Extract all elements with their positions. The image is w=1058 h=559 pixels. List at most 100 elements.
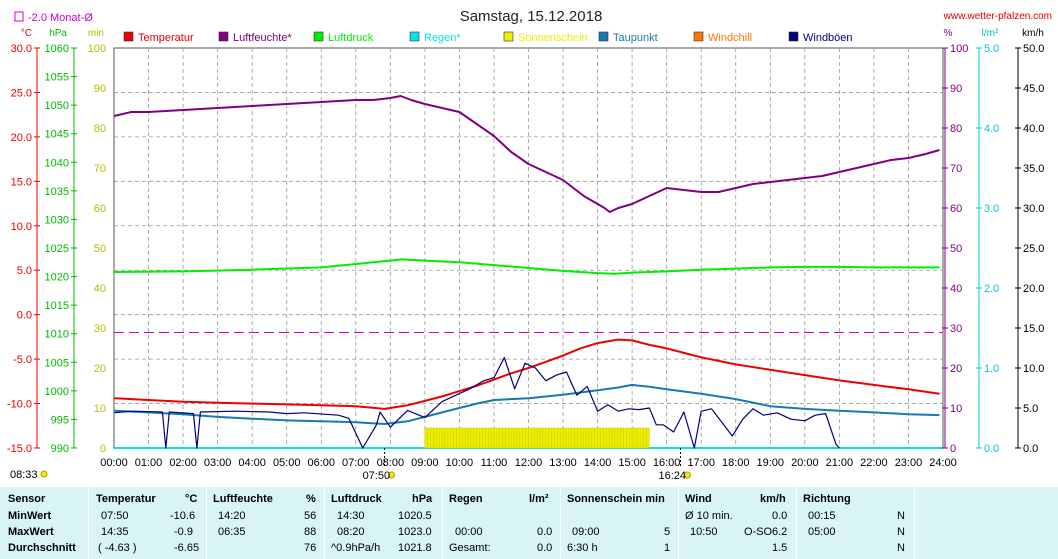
sunshine-bar — [473, 427, 477, 449]
sunshine-bar — [559, 427, 564, 449]
sunshine-bar — [562, 427, 567, 449]
avg-temp-time: ( -4.63 ) — [98, 542, 137, 554]
month-avg-marker — [14, 11, 24, 22]
site-url[interactable]: www.wetter-pfalzen.com — [943, 11, 1052, 22]
pressure-tick-label: 1030 — [45, 214, 69, 226]
pressure-tick-label: 1020 — [45, 272, 69, 284]
x-tick-label: 19:00 — [757, 457, 785, 469]
x-tick-label: 16:00 — [653, 457, 681, 469]
sunshine-bar — [427, 427, 431, 449]
sunshine-bar — [536, 427, 541, 449]
sunshine-tick-label: 80 — [94, 123, 106, 135]
max-wind-time: 10:50 — [690, 526, 718, 538]
col-sensor: Sensor — [8, 493, 46, 505]
min-temp-time: 07:50 — [101, 510, 129, 522]
sunshine-bar — [499, 427, 503, 449]
avg-sun-value: 1 — [664, 542, 671, 554]
sunshine-tick-label: 40 — [94, 283, 106, 295]
series-luftdruck — [113, 258, 940, 275]
x-tick-label: 09:00 — [411, 457, 439, 469]
sunshine-bar — [453, 427, 457, 449]
x-tick-label: 05:00 — [273, 457, 301, 469]
legend-label: Regen* — [424, 32, 461, 44]
sunshine-bar — [450, 427, 454, 449]
legend-swatch — [123, 31, 134, 42]
wind-tick-label: 20.0 — [1023, 283, 1044, 295]
wind-tick-label: 45.0 — [1023, 83, 1044, 95]
sunshine-tick-label: 20 — [94, 363, 106, 375]
temperature-tick-label: 20.0 — [11, 132, 32, 144]
unit-sun: min — [88, 28, 104, 39]
max-dir-time: 05:00 — [808, 526, 836, 538]
max-dir-value: N — [897, 526, 905, 538]
min-wind-value: 0.0 — [772, 510, 788, 522]
rain-tick-label: 3.0 — [984, 203, 999, 215]
sunshine-bar — [617, 427, 621, 449]
x-tick-label: 00:00 — [100, 457, 128, 469]
min-temp-value: -10.6 — [170, 510, 196, 522]
humidity-tick-label: 50 — [950, 243, 962, 255]
sunshine-bar — [605, 427, 610, 449]
legend-label: Sonnenschein — [518, 32, 588, 44]
temperature-tick-label: 5.0 — [17, 265, 32, 277]
legend-swatch — [693, 31, 704, 42]
chart-title: Samstag, 15.12.2018 — [460, 8, 603, 25]
sunshine-bar — [513, 427, 518, 449]
unit-pressure: hPa — [49, 28, 67, 39]
sunshine-bar — [600, 427, 604, 449]
col-temperature: Temperatur — [96, 493, 156, 505]
x-tick-label: 10:00 — [446, 457, 474, 469]
sunshine-bar — [548, 427, 552, 449]
pressure-tick-label: 1060 — [45, 43, 69, 55]
avg-temp-value: -6.65 — [174, 542, 200, 554]
sunshine-tick-label: 30 — [94, 323, 106, 335]
x-tick-label: 15:00 — [618, 457, 646, 469]
row-min-label: MinWert — [8, 510, 52, 522]
sunshine-bar — [487, 427, 492, 449]
max-sun-value: 5 — [664, 526, 671, 538]
sunshine-bar — [614, 427, 618, 449]
legend-swatch — [503, 31, 514, 42]
rain-tick-label: 1.0 — [984, 363, 999, 375]
sunshine-bar — [505, 427, 509, 449]
col-wind-unit: km/h — [760, 493, 786, 505]
sunshine-bar — [464, 427, 469, 449]
x-tick-label: 06:00 — [307, 457, 335, 469]
sunshine-bar — [585, 427, 590, 449]
sunrise-sun-icon — [388, 471, 396, 479]
sunshine-bar — [582, 427, 587, 449]
wind-tick-label: 25.0 — [1023, 243, 1044, 255]
temperature-tick-label: -5.0 — [13, 354, 32, 366]
plot-area: 30.0 25.0 20.0 15.0 10.0 5.0 0.0 -5.0 -10.0 -15.0… — [7, 43, 1045, 482]
humidity-tick-label: 70 — [950, 163, 962, 175]
legend-label: Temperatur — [138, 32, 194, 44]
sunshine-bar — [577, 427, 581, 449]
sunshine-bar — [447, 427, 452, 449]
sunshine-bar — [534, 427, 538, 449]
sunshine-bar — [430, 427, 434, 449]
col-pressure: Luftdruck — [331, 493, 382, 505]
legend-swatch — [598, 31, 609, 42]
humidity-tick-label: 60 — [950, 203, 962, 215]
max-pres-time: 08:20 — [337, 526, 365, 538]
unit-temp: °C — [21, 28, 32, 39]
wind-tick-label: 15.0 — [1023, 323, 1044, 335]
sunshine-bar — [646, 427, 650, 449]
x-tick-label: 03:00 — [204, 457, 232, 469]
sunshine-bar — [574, 427, 578, 449]
legend: Temperatur Luftfeuchte* Luftdruck Regen* Son… — [123, 31, 853, 44]
rain-tick-label: 4.0 — [984, 123, 999, 135]
x-tick-label: 23:00 — [895, 457, 923, 469]
sunshine-bar — [557, 427, 561, 449]
avg-wind-value: 1.5 — [772, 542, 788, 554]
avg-sun-time: 6:30 h — [567, 542, 598, 554]
month-avg-label: -2.0 Monat-Ø — [28, 12, 93, 24]
min-wind-type: Ø 10 min. — [685, 510, 733, 522]
col-direction: Richtung — [803, 493, 851, 505]
sunshine-bar — [519, 427, 523, 449]
sunshine-tick-label: 100 — [88, 43, 106, 55]
temperature-tick-label: 25.0 — [11, 87, 32, 99]
x-tick-label: 01:00 — [135, 457, 163, 469]
sunshine-bar — [611, 427, 616, 449]
legend-label: Luftfeuchte* — [233, 32, 292, 44]
